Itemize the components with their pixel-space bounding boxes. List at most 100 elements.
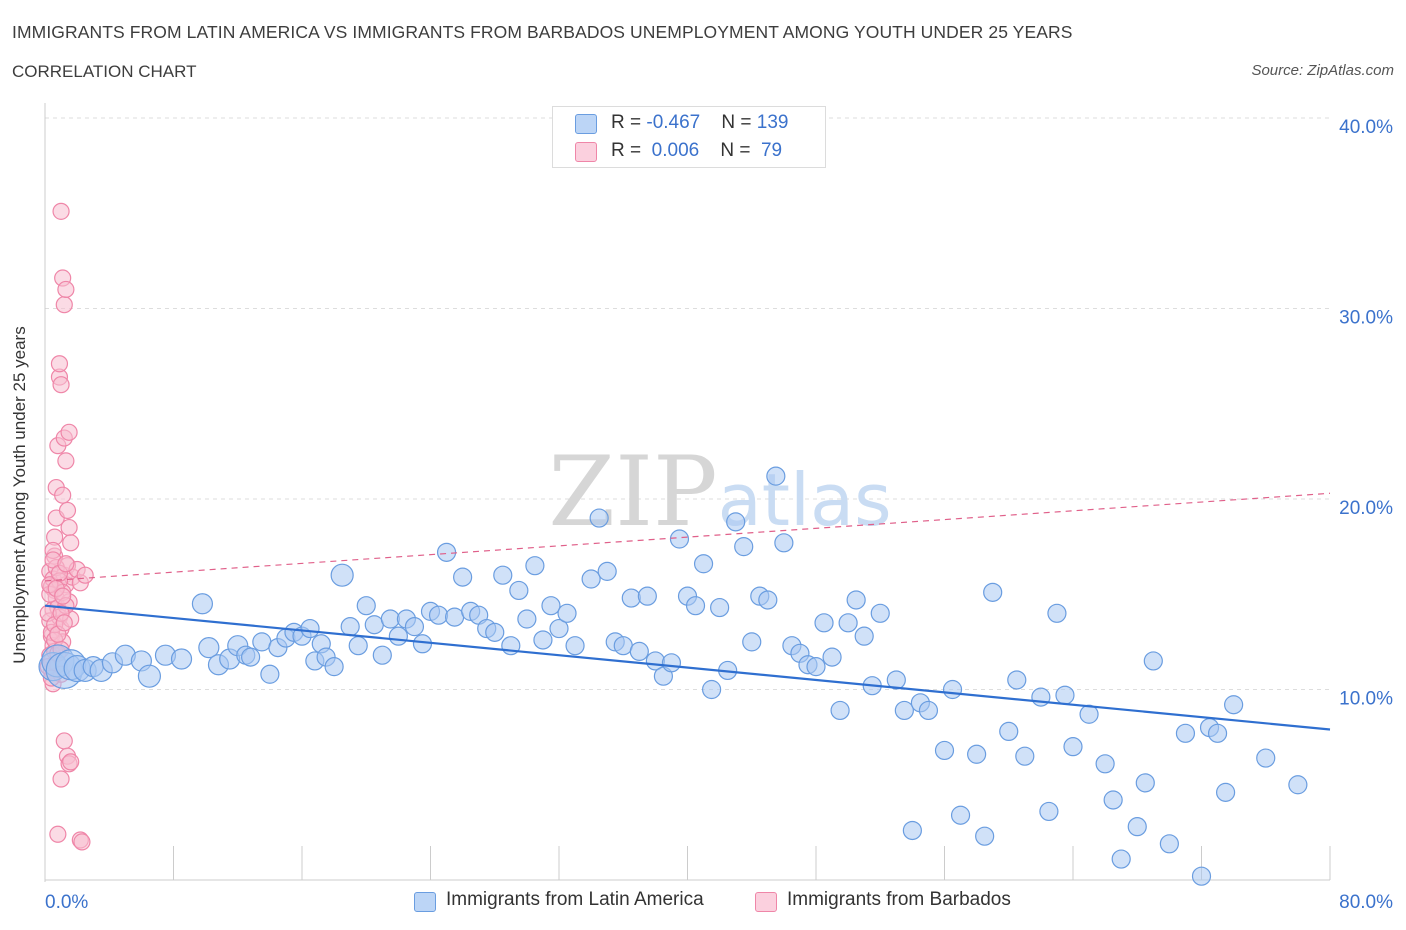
latin-america-point [565, 636, 585, 656]
latin-america-point [1135, 773, 1155, 793]
legend-n-value: 139 [756, 112, 789, 133]
y-axis-label: Unemployment Among Youth under 25 years [10, 326, 29, 664]
legend-n-label: N = [720, 140, 756, 161]
latin-america-point [934, 740, 955, 761]
latin-america-point [669, 529, 690, 549]
latin-america-point [886, 670, 906, 690]
latin-america-point [661, 653, 682, 673]
latin-america-point [589, 508, 609, 528]
series-latin-america-points [38, 466, 1308, 886]
legend-n-label: N = [721, 112, 757, 133]
barbados-point [60, 518, 78, 537]
correlation-legend: R = -0.467 N = 139 R = 0.006 N = 79 [552, 106, 826, 168]
barbados-point [76, 566, 94, 584]
latin-america-point [388, 626, 408, 646]
latin-america-point [1224, 695, 1244, 715]
latin-america-point [198, 636, 220, 659]
latin-america-point [685, 596, 706, 616]
y-tick-label: 10.0% [1339, 689, 1393, 710]
x-tick-label-min: 0.0% [45, 892, 88, 913]
legend-r-label: R = [611, 140, 647, 161]
latin-america-point [942, 679, 963, 700]
source-credit: Source: ZipAtlas.com [1251, 62, 1394, 79]
latin-america-point [902, 820, 922, 841]
barbados-point [50, 355, 69, 373]
latin-america-point [975, 826, 995, 846]
latin-america-point [517, 609, 537, 629]
barbados-point [57, 280, 75, 299]
watermark-zip: ZIP [548, 436, 717, 548]
barbados-point [54, 486, 72, 504]
legend-label-latin-america: Immigrants from Latin America [446, 889, 704, 910]
latin-america-point [967, 744, 987, 764]
latin-america-point [404, 617, 425, 637]
latin-america-point [1159, 834, 1179, 854]
series-legend: Immigrants from Latin America Immigrants… [0, 888, 1406, 916]
latin-america-point [1031, 687, 1051, 707]
legend-r-label: R = [611, 112, 647, 133]
latin-america-point [830, 700, 850, 721]
latin-america-point [137, 664, 162, 688]
latin-america-point [348, 636, 368, 656]
latin-america-point [918, 700, 939, 721]
latin-america-point [444, 607, 465, 627]
latin-america-point [340, 617, 360, 637]
trend-lines [44, 492, 1331, 731]
latin-america-point [1143, 651, 1163, 671]
latin-america-point [894, 700, 914, 721]
barbados-point [55, 296, 73, 314]
latin-america-point [742, 632, 762, 652]
watermark-atlas: atlas [718, 458, 892, 542]
latin-america-point [509, 580, 529, 601]
latin-america-point [541, 596, 561, 616]
latin-america-trend-line [44, 604, 1331, 731]
latin-america-point [814, 613, 834, 633]
latin-america-point [356, 596, 376, 616]
latin-america-point [806, 657, 826, 677]
latin-america-point [693, 554, 714, 574]
latin-america-point [485, 622, 505, 642]
latin-america-point [170, 648, 193, 670]
latin-america-point [734, 537, 754, 557]
barbados-point [52, 376, 70, 394]
latin-america-point [1063, 737, 1083, 757]
barbados-point [49, 825, 67, 843]
axes [44, 103, 1331, 882]
latin-america-point [1039, 801, 1059, 822]
latin-america-point [1127, 817, 1147, 837]
latin-america-point [241, 647, 261, 667]
latin-america-point [1055, 685, 1075, 705]
tick-labels: 10.0% 20.0% 30.0% 40.0% 0.0% 80.0% [45, 117, 1393, 913]
latin-america-point [1256, 748, 1276, 768]
latin-america-point [629, 641, 649, 662]
latin-america-point [1191, 866, 1212, 886]
latin-america-point [324, 657, 344, 677]
latin-america-point [364, 615, 384, 635]
barbados-point [60, 423, 78, 441]
series-barbados-points [39, 202, 94, 851]
latin-america-point [983, 582, 1003, 602]
latin-america-point [870, 603, 890, 623]
latin-america-point [726, 512, 746, 532]
legend-swatch-blue [414, 892, 436, 912]
barbados-point [52, 770, 70, 788]
legend-label-barbados: Immigrants from Barbados [787, 889, 1011, 910]
latin-america-point [436, 542, 457, 562]
latin-america-point [330, 563, 354, 587]
legend-r-value: -0.467 [646, 112, 701, 133]
latin-america-point [846, 590, 866, 610]
chart-subtitle: CORRELATION CHART [12, 62, 197, 81]
latin-america-point [766, 466, 786, 486]
y-tick-label: 20.0% [1339, 498, 1393, 519]
latin-america-point [950, 805, 971, 825]
barbados-point [52, 202, 70, 220]
latin-america-point [372, 645, 392, 665]
latin-america-point [758, 590, 778, 610]
latin-america-point [1215, 782, 1236, 802]
x-tick-label-max: 80.0% [1339, 892, 1393, 913]
latin-america-point [581, 569, 601, 589]
legend-r-value: 0.006 [646, 140, 700, 161]
barbados-point [57, 452, 75, 470]
latin-america-point [838, 613, 858, 633]
